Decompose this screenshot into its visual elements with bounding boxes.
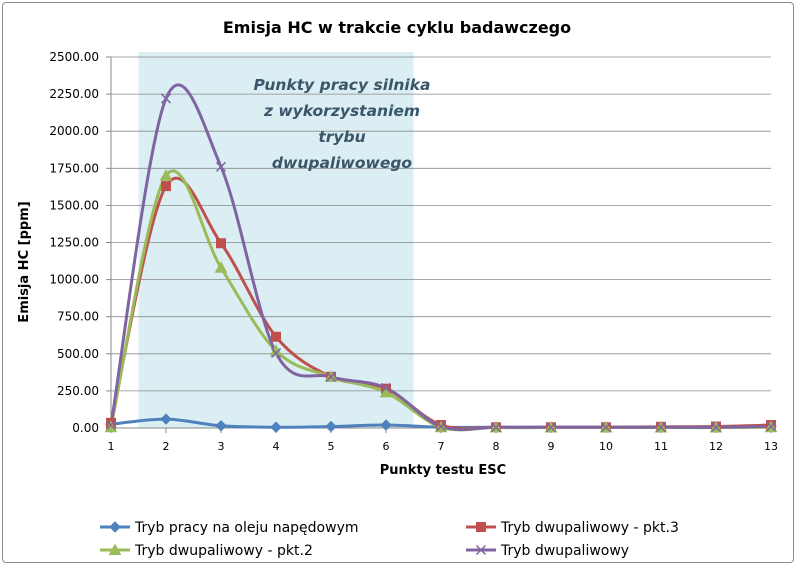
series-line xyxy=(109,83,772,432)
legend-entry: Tryb dwupaliwowy - pkt.2 xyxy=(100,543,313,559)
annotation-text: Punkty pracy silnika z wykorzystaniem tryb… xyxy=(254,76,431,172)
data-point xyxy=(215,161,227,172)
y-tick-label: 1000.00 xyxy=(49,273,99,287)
chart-title: Emisja HC w trakcie cyklu badawczego xyxy=(223,18,571,37)
data-point xyxy=(271,331,281,342)
legend-label: Tryb dwupaliwowy - pkt.3 xyxy=(500,520,679,536)
x-tick-label: 8 xyxy=(493,440,500,453)
x-tick-label: 3 xyxy=(218,440,225,453)
y-axis-title: Emisja HC [ppm] xyxy=(17,201,32,322)
legend-swatch-marker xyxy=(475,544,487,556)
data-point xyxy=(216,238,226,249)
data-point xyxy=(105,420,117,431)
series-markers xyxy=(104,93,778,433)
y-tick-label: 1500.00 xyxy=(49,198,99,212)
y-tick-label: 2250.00 xyxy=(49,87,99,101)
y-tick-label: 2000.00 xyxy=(49,124,99,138)
x-tick-label: 7 xyxy=(438,440,445,453)
data-point xyxy=(435,421,447,432)
legend-entry: Tryb dwupaliwowy - pkt.3 xyxy=(466,520,679,536)
data-point xyxy=(160,93,172,104)
legend-swatch-marker xyxy=(476,522,486,532)
annotation-line: dwupaliwowego xyxy=(272,154,413,172)
data-point xyxy=(380,419,392,431)
x-tick-label: 2 xyxy=(163,440,170,453)
data-point xyxy=(710,422,722,433)
x-tick-label: 9 xyxy=(548,440,555,453)
y-tick-label: 1750.00 xyxy=(49,161,99,175)
annotation-line: z wykorzystaniem xyxy=(263,102,420,120)
data-point xyxy=(655,422,667,433)
data-point xyxy=(160,413,172,425)
data-point xyxy=(765,421,777,432)
x-tick-label: 5 xyxy=(328,440,335,453)
x-axis-ticks: 1 2 3 4 5 6 7 8 9 10 11 12 13 xyxy=(108,428,778,453)
legend-label: Tryb pracy na oleju napędowym xyxy=(134,520,359,536)
data-point xyxy=(161,181,171,192)
x-axis-title: Punkty testu ESC xyxy=(380,463,506,478)
data-point xyxy=(325,371,337,382)
data-point xyxy=(600,422,612,433)
legend-label: Tryb dwupaliwowy - pkt.2 xyxy=(134,543,313,559)
y-tick-label: 750.00 xyxy=(57,310,99,324)
data-point xyxy=(159,169,173,181)
data-point xyxy=(379,385,393,398)
data-point xyxy=(325,420,337,433)
legend-swatch-marker xyxy=(108,543,122,555)
annotation-line: trybu xyxy=(318,128,365,146)
y-tick-label: 0.00 xyxy=(72,421,99,435)
data-point xyxy=(214,261,228,273)
y-tick-label: 1250.00 xyxy=(49,236,99,250)
x-tick-label: 11 xyxy=(654,440,668,453)
data-point xyxy=(270,421,282,433)
legend-entry: Tryb dwupaliwowy xyxy=(466,543,629,559)
data-point xyxy=(545,422,557,433)
x-tick-label: 10 xyxy=(599,440,613,453)
data-point xyxy=(380,382,392,393)
x-tick-label: 13 xyxy=(764,440,778,453)
legend-label: Tryb dwupaliwowy xyxy=(500,543,629,559)
y-tick-label: 500.00 xyxy=(57,347,99,361)
x-tick-label: 4 xyxy=(273,440,280,453)
y-tick-label: 250.00 xyxy=(57,384,99,398)
x-tick-label: 1 xyxy=(108,440,115,453)
data-point xyxy=(215,420,227,432)
legend-entry: Tryb pracy na oleju napędowym xyxy=(100,520,359,536)
y-tick-label: 2500.00 xyxy=(49,50,99,64)
x-tick-label: 6 xyxy=(383,440,390,453)
annotation-line: Punkty pracy silnika xyxy=(254,76,431,94)
y-axis-ticks: 0.00 250.00 500.00 750.00 1000.00 1250.00 1500… xyxy=(49,50,99,435)
annotation-region xyxy=(138,52,414,428)
data-point xyxy=(490,422,502,433)
data-point xyxy=(270,348,282,359)
legend: Tryb pracy na oleju napędowym Tryb dwupal… xyxy=(100,520,679,559)
x-tick-label: 12 xyxy=(709,440,723,453)
legend-swatch-marker xyxy=(109,521,121,533)
